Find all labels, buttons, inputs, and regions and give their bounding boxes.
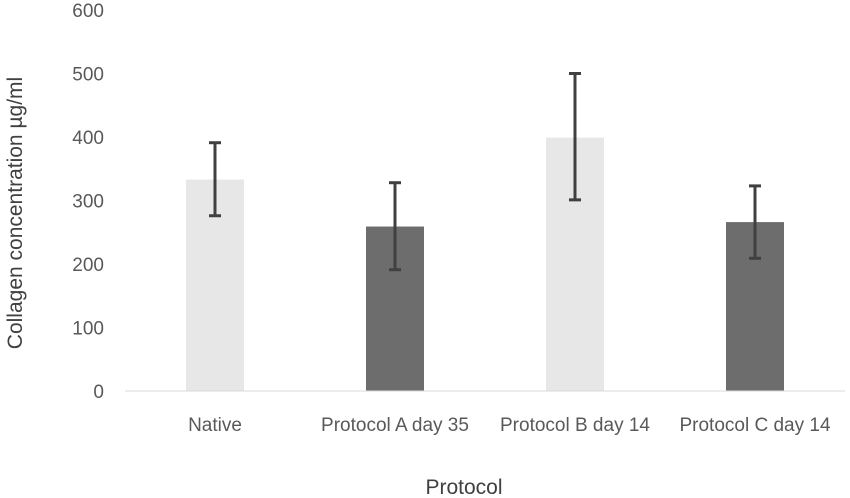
error-bar <box>569 72 581 202</box>
error-bar <box>749 184 761 260</box>
x-tick-label: Protocol C day 14 <box>679 415 830 436</box>
y-tick-label: 600 <box>72 1 104 22</box>
x-axis-ticks: Native Protocol A day 35 Protocol B day 14… <box>188 415 831 436</box>
y-tick-label: 100 <box>72 319 104 340</box>
y-tick-label: 0 <box>93 382 104 403</box>
y-axis-ticks: 0 100 200 300 400 500 600 <box>72 1 104 403</box>
x-tick-label: Protocol A day 35 <box>321 415 469 436</box>
plot-area <box>186 72 784 391</box>
x-axis-title: Protocol <box>425 476 502 498</box>
x-tick-label: Protocol B day 14 <box>500 415 650 436</box>
y-tick-label: 500 <box>72 65 104 86</box>
y-tick-label: 300 <box>72 192 104 213</box>
y-tick-label: 200 <box>72 255 104 276</box>
error-bar <box>209 141 221 218</box>
x-tick-label: Native <box>188 415 242 436</box>
y-tick-label: 400 <box>72 128 104 149</box>
error-bar <box>389 181 401 272</box>
y-axis-title: Collagen concentration µg/ml <box>4 77 27 349</box>
